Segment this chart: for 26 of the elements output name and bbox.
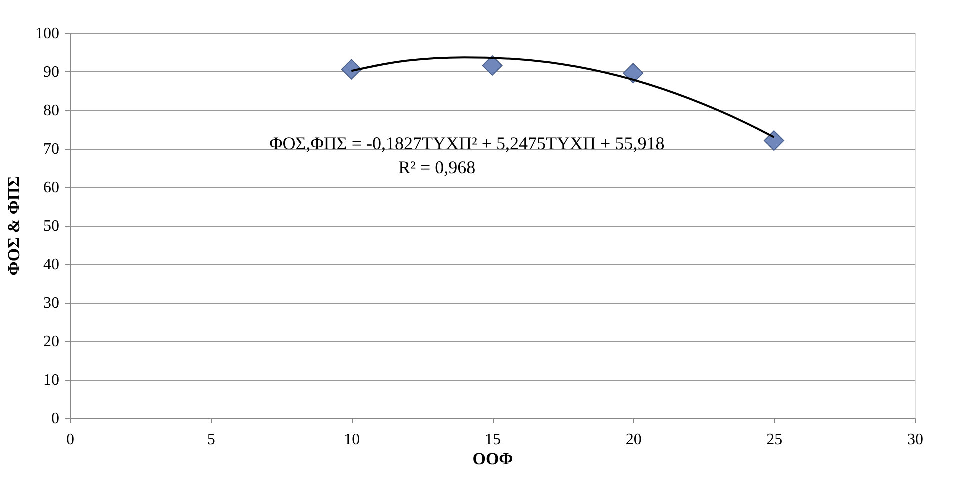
y-tick-label: 80 (44, 102, 60, 120)
y-tick-label: 100 (36, 26, 60, 42)
point (341, 59, 362, 80)
annotation: R² = 0,968 (398, 158, 476, 178)
x-tick-label: 15 (485, 432, 501, 448)
x-tick-label: 5 (207, 432, 216, 448)
x-tick-label: 10 (344, 432, 360, 448)
y-axis-title: ΦΟΣ & ΦΠΣ (4, 176, 24, 276)
annotation: ΦΟΣ,ΦΠΣ = -0,1827ΤΥΧΠ² + 5,2475ΤΥΧΠ + 55,918 (270, 134, 665, 154)
y-tick-label: 20 (44, 334, 60, 350)
y-tick-label: 40 (44, 256, 60, 274)
point (623, 63, 644, 84)
point (764, 130, 784, 152)
x-tick-label: 30 (908, 432, 924, 448)
y-tick-label: 50 (44, 218, 60, 235)
point (482, 55, 503, 76)
y-tick-label: 0 (52, 410, 60, 428)
x-tick-label: 20 (626, 432, 642, 448)
x-tick-label: 25 (766, 432, 783, 448)
x-tick-label: 0 (66, 432, 74, 448)
y-tick-label: 90 (44, 64, 60, 81)
y-tick-label: 10 (44, 372, 60, 389)
y-tick-label: 60 (44, 180, 60, 196)
y-tick-label: 70 (44, 141, 60, 158)
x-axis-title: ΟΟΦ (472, 450, 514, 468)
y-tick-label: 30 (44, 295, 60, 312)
